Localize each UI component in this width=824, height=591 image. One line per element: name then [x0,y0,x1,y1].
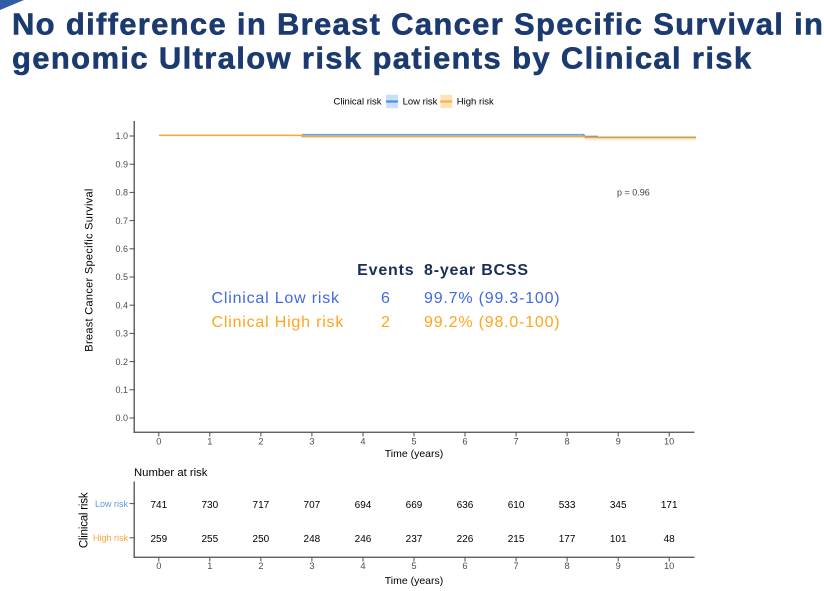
svg-text:10: 10 [664,561,674,571]
svg-text:Time (years): Time (years) [385,448,444,460]
svg-text:345: 345 [610,500,627,511]
svg-text:1.0: 1.0 [115,131,128,141]
svg-text:9: 9 [616,437,621,447]
svg-text:610: 610 [508,500,525,511]
svg-text:Time (years): Time (years) [385,575,444,587]
svg-text:0.7: 0.7 [115,216,128,226]
svg-text:0.4: 0.4 [115,300,128,310]
svg-text:8: 8 [565,437,570,447]
svg-text:4: 4 [360,561,365,571]
svg-text:730: 730 [201,500,218,511]
svg-text:Clinical risk: Clinical risk [333,97,381,108]
svg-text:2: 2 [381,314,391,331]
svg-text:246: 246 [355,534,372,545]
svg-text:Clinical risk: Clinical risk [78,492,90,548]
svg-text:0.6: 0.6 [115,244,128,254]
svg-text:2: 2 [258,437,263,447]
svg-text:0.9: 0.9 [115,159,128,169]
svg-text:99.2% (98.0-100): 99.2% (98.0-100) [424,314,560,331]
svg-text:7: 7 [514,561,519,571]
svg-text:Clinical High risk: Clinical High risk [212,314,345,331]
svg-text:10: 10 [664,437,674,447]
svg-text:No difference in Breast Cancer: No difference in Breast Cancer Specific … [12,7,824,42]
svg-text:255: 255 [201,534,218,545]
svg-text:Breast Cancer Specific Surviva: Breast Cancer Specific Survival [84,188,96,351]
svg-text:p = 0.96: p = 0.96 [617,187,650,197]
svg-text:636: 636 [457,500,474,511]
svg-text:4: 4 [360,437,365,447]
svg-text:Low risk: Low risk [95,499,129,509]
svg-text:genomic Ultralow risk patients: genomic Ultralow risk patients by Clinic… [12,41,753,76]
svg-text:0.0: 0.0 [115,413,128,423]
svg-text:0: 0 [156,437,161,447]
svg-text:Number at risk: Number at risk [134,467,208,479]
svg-text:177: 177 [559,534,576,545]
svg-text:5: 5 [411,437,416,447]
svg-text:0.8: 0.8 [115,188,128,198]
svg-text:250: 250 [253,534,270,545]
svg-text:2: 2 [258,561,263,571]
svg-text:533: 533 [559,500,576,511]
svg-text:669: 669 [406,500,423,511]
svg-text:0.2: 0.2 [115,357,128,367]
svg-text:5: 5 [411,561,416,571]
svg-text:High risk: High risk [457,97,494,108]
svg-text:Clinical Low risk: Clinical Low risk [212,290,340,307]
svg-text:248: 248 [304,534,321,545]
svg-text:7: 7 [514,437,519,447]
svg-text:High risk: High risk [93,533,129,543]
svg-text:6: 6 [462,561,467,571]
svg-text:259: 259 [150,534,167,545]
svg-text:Events: Events [357,262,414,279]
svg-text:8-year BCSS: 8-year BCSS [424,262,529,279]
svg-text:0.3: 0.3 [115,329,128,339]
svg-text:0.5: 0.5 [115,272,128,282]
svg-text:741: 741 [150,500,167,511]
svg-text:1: 1 [207,561,212,571]
svg-text:717: 717 [253,500,270,511]
svg-text:694: 694 [355,500,372,511]
svg-text:215: 215 [508,534,525,545]
svg-text:226: 226 [457,534,474,545]
svg-text:Low risk: Low risk [403,97,438,108]
svg-text:9: 9 [616,561,621,571]
svg-text:6: 6 [381,290,391,307]
svg-text:3: 3 [309,561,314,571]
svg-text:0.1: 0.1 [115,385,128,395]
svg-text:3: 3 [309,437,314,447]
svg-text:8: 8 [565,561,570,571]
svg-text:99.7% (99.3-100): 99.7% (99.3-100) [424,290,560,307]
svg-text:101: 101 [610,534,627,545]
svg-text:707: 707 [304,500,321,511]
svg-text:1: 1 [207,437,212,447]
svg-text:6: 6 [462,437,467,447]
svg-text:0: 0 [156,561,161,571]
svg-text:48: 48 [664,534,676,545]
svg-text:237: 237 [406,534,423,545]
svg-text:171: 171 [661,500,678,511]
